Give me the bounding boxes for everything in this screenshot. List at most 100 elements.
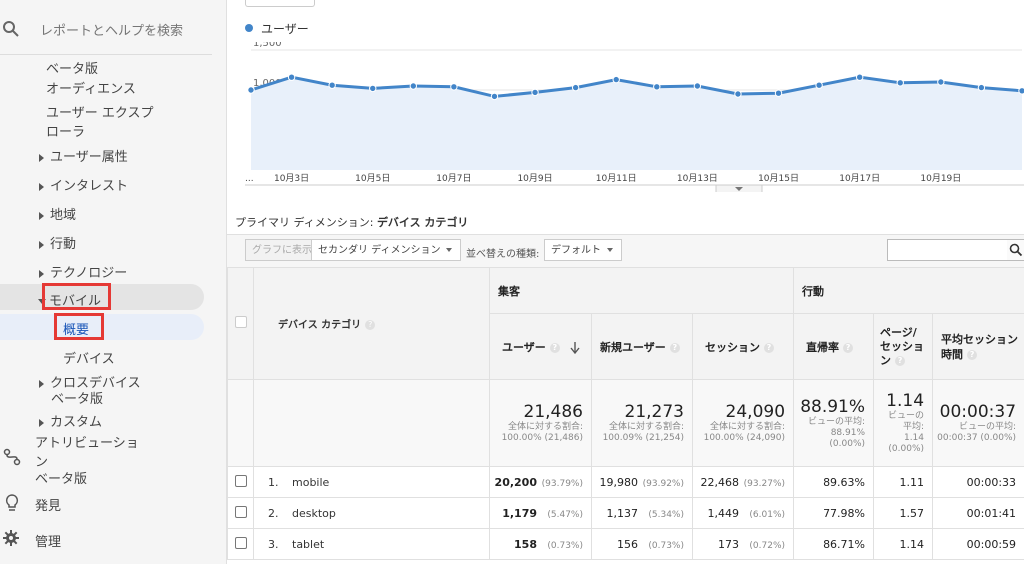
table-search-input[interactable] — [887, 239, 1009, 261]
sidebar: レポートとヘルプを検索 ベータ版 オーディエンス ユーザー エクスプ ローラ ユ… — [0, 0, 227, 564]
highlight-box-overview — [54, 313, 104, 340]
row-device-link[interactable]: mobile — [292, 475, 330, 489]
col-avg-session-duration[interactable]: 平均セッション 時間? — [932, 313, 1024, 380]
expand-icon — [39, 418, 44, 427]
divider — [0, 54, 212, 55]
primary-dimension: プライマリ ディメンション: デバイス カテゴリ — [235, 216, 469, 229]
col-bounce-rate[interactable]: 直帰率? — [793, 313, 875, 380]
secondary-dimension-select[interactable]: セカンダリ ディメンション — [311, 239, 461, 261]
chevron-down-icon — [446, 248, 453, 252]
x-tick-label: 10月19日 — [920, 173, 961, 184]
legend-label: ユーザー — [261, 22, 309, 36]
y-tick-label: 1,500 — [253, 42, 282, 49]
data-point — [815, 81, 823, 89]
row-checkbox[interactable] — [234, 505, 247, 518]
sidebar-item-custom[interactable]: カスタム — [39, 411, 102, 430]
sidebar-item-behavior[interactable]: 行動 — [39, 233, 76, 252]
primary-dimension-value[interactable]: デバイス カテゴリ — [376, 216, 469, 229]
sidebar-item-user-explorer[interactable]: ユーザー エクスプ — [46, 106, 154, 121]
sidebar-item-discover[interactable]: 発見 — [35, 499, 62, 514]
group-acquisition: 集客 — [488, 267, 795, 314]
x-tick-label: 10月13日 — [677, 173, 718, 184]
search-icon[interactable] — [2, 20, 20, 38]
total-avg-duration: 00:00:37 ビューの平均: 00:00:37 (0.00%) — [932, 379, 1024, 467]
select-all-checkbox[interactable] — [234, 316, 247, 328]
data-point — [287, 73, 296, 81]
x-tick-label: 10月11日 — [596, 173, 637, 184]
help-icon: ? — [365, 320, 376, 330]
table-search-button[interactable] — [1007, 239, 1024, 261]
row-checkbox[interactable] — [234, 474, 247, 487]
sidebar-item-mobile-bg — [0, 284, 204, 310]
row-device-link[interactable]: desktop — [292, 506, 336, 520]
sidebar-item-interests[interactable]: インタレスト — [39, 175, 128, 194]
chevron-down-icon — [735, 187, 743, 191]
sidebar-item-cross-device[interactable]: クロスデバイス — [39, 372, 141, 391]
lightbulb-icon — [5, 494, 19, 511]
table-row: 1. mobile 20,200 (93.79%) 19,980 (93.92%) 2… — [227, 466, 1024, 498]
data-point — [369, 84, 377, 93]
x-tick-label: 10月3日 — [274, 173, 309, 184]
help-icon: ? — [895, 355, 906, 366]
expand-icon — [39, 153, 44, 162]
data-point — [734, 90, 742, 98]
attribution-icon — [3, 448, 21, 466]
sidebar-item-user-explorer-2[interactable]: ローラ — [46, 125, 86, 140]
report-search[interactable]: レポートとヘルプを検索 — [0, 8, 212, 48]
row-device-link[interactable]: tablet — [292, 537, 325, 551]
sidebar-item-attribution[interactable]: アトリビューショ — [35, 436, 139, 451]
beta-badge-cross: ベータ版 — [51, 392, 104, 407]
sidebar-item-devices[interactable]: デバイス — [63, 352, 115, 367]
col-new-users[interactable]: 新規ユーザー? — [591, 313, 693, 380]
data-point — [1018, 87, 1024, 95]
data-point — [855, 73, 864, 81]
totals-row: 21,486 全体に対する割合: 100.00% (21,486) 21,273 全体… — [227, 379, 1024, 467]
series-line — [250, 75, 1023, 98]
col-pages-per-session[interactable]: ページ/セッション? — [873, 313, 934, 380]
help-icon: ? — [843, 342, 854, 353]
col-users[interactable]: ユーザー? — [489, 313, 592, 380]
gear-icon — [3, 530, 19, 546]
sidebar-item-attribution-2[interactable]: ン — [35, 455, 49, 470]
sidebar-item-admin[interactable]: 管理 — [35, 535, 62, 550]
select-all-cell — [227, 267, 254, 380]
highlight-box-mobile — [42, 283, 111, 310]
data-point — [774, 89, 783, 97]
dimension-header[interactable]: デバイス カテゴリ? — [253, 267, 490, 380]
data-point — [409, 82, 418, 90]
sort-arrow-down-icon — [570, 341, 580, 354]
search-icon — [1009, 243, 1023, 257]
plot-rows-button[interactable]: グラフに表示 — [245, 239, 319, 261]
data-point — [693, 82, 702, 90]
data-point — [977, 83, 986, 92]
col-sessions[interactable]: セッション? — [691, 313, 795, 380]
beta-badge: ベータ版 — [46, 62, 99, 77]
data-point — [531, 88, 539, 97]
sidebar-item-audience[interactable]: オーディエンス — [46, 82, 136, 97]
table-row: 3. tablet 158 (0.73%) 156 (0.73%) 173 (0.72%… — [227, 528, 1024, 560]
beta-badge-attribution: ベータ版 — [35, 472, 88, 487]
expand-icon — [39, 211, 44, 220]
total-bounce: 88.91% ビューの平均: 88.91% (0.00%) — [793, 379, 875, 467]
x-tick-label: 10月9日 — [517, 173, 552, 184]
sort-type-select[interactable]: デフォルト — [544, 239, 622, 261]
chart-option-button[interactable] — [245, 0, 315, 7]
data-point — [328, 81, 336, 89]
total-sessions: 24,090 全体に対する割合: 100.00% (24,090) — [691, 379, 795, 467]
expand-icon — [39, 269, 44, 278]
total-users: 21,486 全体に対する割合: 100.00% (21,486) — [489, 379, 592, 467]
main-content: ユーザー 1,5001,000500...10月3日10月5日10月7日10月9… — [227, 0, 1024, 564]
total-new-users: 21,273 全体に対する割合: 100.09% (21,254) — [591, 379, 693, 467]
expand-icon — [39, 379, 44, 388]
sidebar-item-demographics[interactable]: ユーザー属性 — [39, 146, 128, 165]
sidebar-item-geo[interactable]: 地域 — [39, 204, 76, 223]
data-point — [247, 86, 255, 94]
series-area — [251, 77, 1022, 170]
sort-type-label: 並べ替えの種類: — [466, 249, 540, 260]
data-point — [937, 78, 945, 86]
row-checkbox[interactable] — [234, 536, 247, 549]
sidebar-item-overview[interactable]: 概要 — [63, 323, 90, 338]
sidebar-item-technology[interactable]: テクノロジー — [39, 262, 127, 281]
search-placeholder: レポートとヘルプを検索 — [40, 24, 184, 39]
x-tick-label: 10月17日 — [839, 173, 880, 184]
